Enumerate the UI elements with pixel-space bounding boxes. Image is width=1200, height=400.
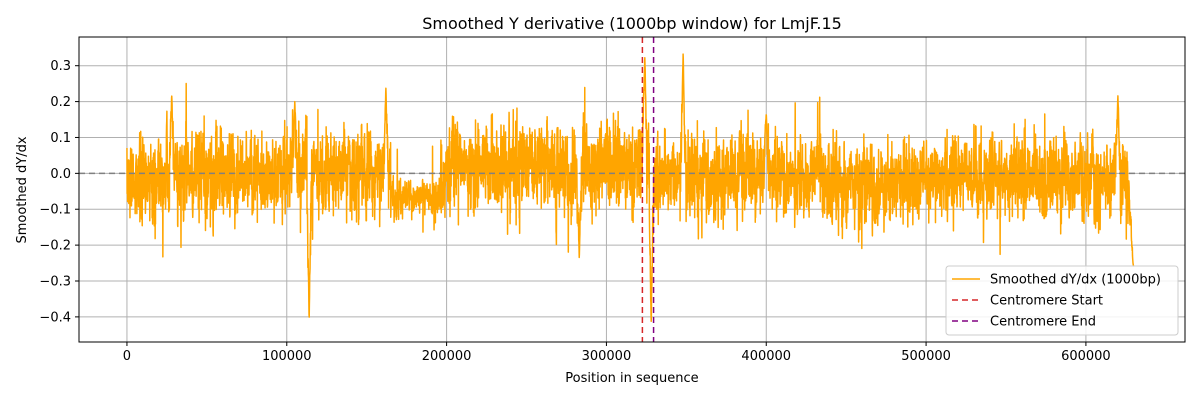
legend-label: Centromere End: [990, 315, 1096, 330]
y-tick-label: −0.1: [39, 203, 71, 218]
x-tick-label: 500000: [901, 349, 951, 364]
x-tick-label: 0: [123, 349, 131, 364]
y-axis-ticks: −0.4 −0.3 −0.2 −0.1 0.0 0.1 0.2 0.3: [39, 59, 79, 325]
x-axis-label: Position in sequence: [565, 371, 698, 386]
y-tick-label: 0.0: [50, 167, 71, 182]
y-tick-label: −0.4: [39, 310, 71, 325]
y-tick-label: −0.3: [39, 275, 71, 290]
legend-label: Smoothed dY/dx (1000bp): [990, 273, 1161, 288]
plot-frame: [78, 36, 1186, 343]
y-tick-label: 0.1: [50, 131, 71, 146]
chart-title: Smoothed Y derivative (1000bp window) fo…: [422, 14, 842, 33]
legend-label: Centromere Start: [990, 294, 1103, 309]
series-layer: [126, 53, 1135, 323]
x-tick-label: 600000: [1061, 349, 1111, 364]
y-axis-label: Smoothed dY/dx: [15, 136, 30, 243]
x-tick-label: 300000: [582, 349, 632, 364]
x-tick-label: 400000: [741, 349, 791, 364]
y-tick-label: 0.3: [50, 59, 71, 74]
x-tick-label: 200000: [422, 349, 472, 364]
legend: Smoothed dY/dx (1000bp) Centromere Start C…: [945, 265, 1179, 336]
x-axis-ticks: 0 100000 200000 300000 400000 500000 600000: [123, 342, 1111, 364]
y-tick-label: −0.2: [39, 239, 71, 254]
x-tick-label: 100000: [262, 349, 312, 364]
series-line: [126, 53, 1135, 323]
legend-box: [945, 265, 1179, 336]
y-tick-label: 0.2: [50, 95, 71, 110]
reference-lines: [79, 37, 1185, 342]
